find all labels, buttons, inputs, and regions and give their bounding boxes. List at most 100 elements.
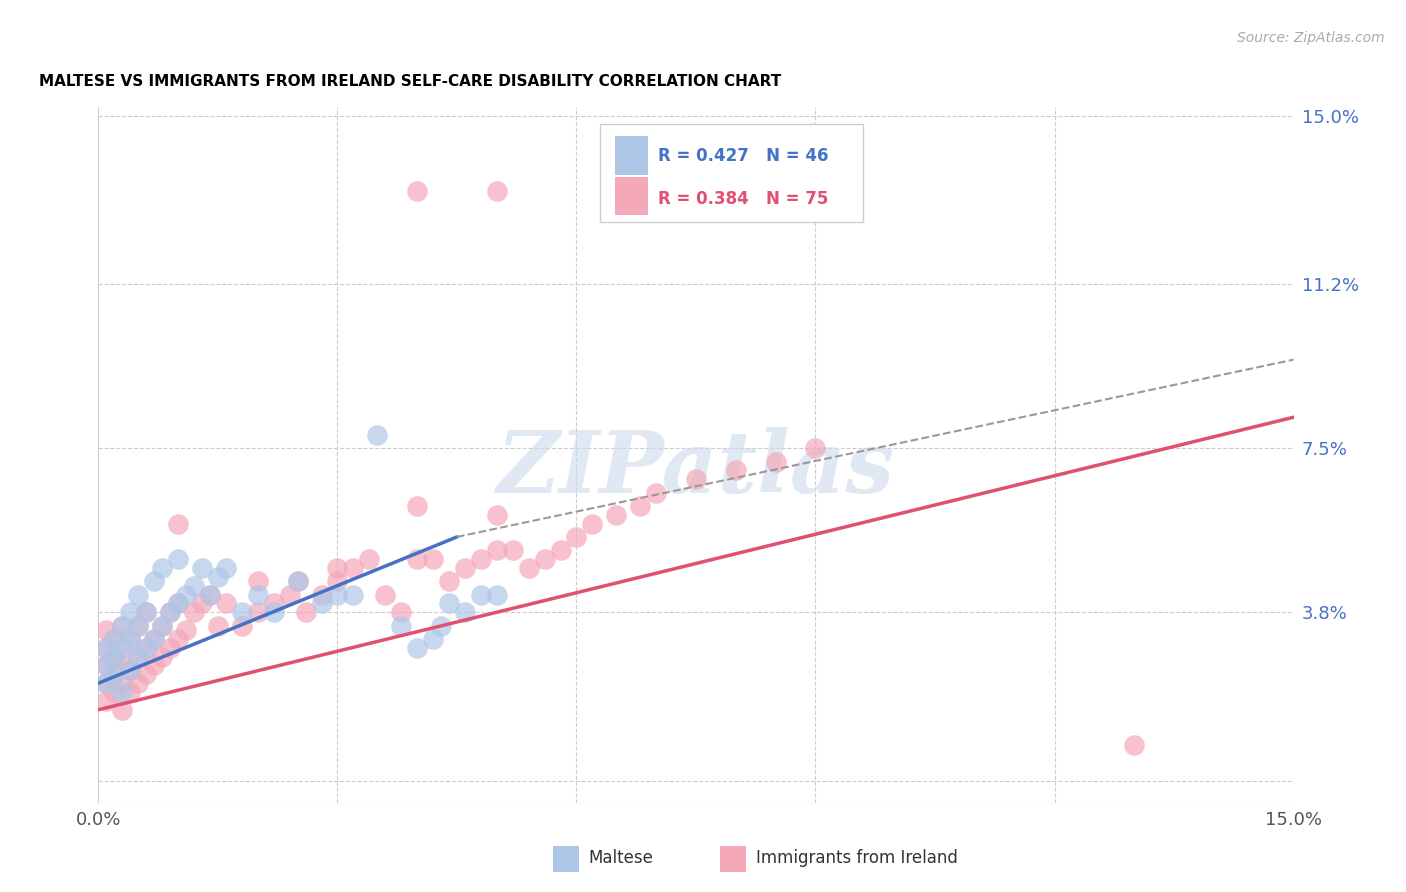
- Point: [111, 640, 134, 655]
- Point: [470, 587, 492, 601]
- Point: [326, 574, 349, 589]
- Point: [120, 632, 142, 646]
- Point: [96, 676, 118, 690]
- Point: [111, 685, 134, 699]
- Point: [406, 640, 429, 655]
- Point: [198, 587, 221, 601]
- Point: [470, 552, 492, 566]
- Point: [143, 574, 166, 589]
- Point: [422, 552, 444, 566]
- Point: [103, 667, 125, 681]
- Point: [406, 552, 429, 566]
- Point: [127, 649, 149, 664]
- Text: Maltese: Maltese: [589, 849, 654, 867]
- FancyBboxPatch shape: [600, 124, 863, 222]
- Point: [263, 605, 285, 619]
- Point: [159, 605, 181, 619]
- Point: [406, 184, 429, 198]
- Point: [191, 596, 214, 610]
- FancyBboxPatch shape: [720, 846, 747, 872]
- Point: [167, 552, 190, 566]
- Point: [215, 561, 238, 575]
- Point: [246, 605, 269, 619]
- Point: [183, 579, 205, 593]
- Point: [191, 561, 214, 575]
- Point: [127, 618, 149, 632]
- Point: [485, 587, 508, 601]
- Point: [143, 658, 166, 673]
- Point: [724, 463, 747, 477]
- Point: [96, 658, 118, 673]
- Point: [454, 561, 477, 575]
- Point: [111, 703, 134, 717]
- Point: [278, 587, 301, 601]
- Point: [96, 676, 118, 690]
- FancyBboxPatch shape: [614, 177, 648, 215]
- Point: [103, 667, 125, 681]
- Point: [167, 516, 190, 531]
- Point: [342, 587, 364, 601]
- Point: [96, 640, 118, 655]
- Point: [127, 618, 149, 632]
- Y-axis label: Self-Care Disability: Self-Care Disability: [0, 383, 7, 527]
- Point: [150, 649, 173, 664]
- Point: [215, 596, 238, 610]
- Point: [485, 543, 508, 558]
- Point: [366, 428, 388, 442]
- Point: [231, 618, 253, 632]
- Point: [111, 618, 134, 632]
- Point: [246, 574, 269, 589]
- Point: [143, 632, 166, 646]
- Point: [167, 632, 190, 646]
- Point: [406, 499, 429, 513]
- Point: [174, 587, 197, 601]
- Point: [804, 442, 827, 456]
- Point: [120, 685, 142, 699]
- Point: [96, 640, 118, 655]
- Point: [135, 640, 157, 655]
- Point: [342, 561, 364, 575]
- Point: [231, 605, 253, 619]
- Point: [246, 587, 269, 601]
- Point: [150, 561, 173, 575]
- Point: [628, 499, 651, 513]
- Point: [159, 605, 181, 619]
- Point: [103, 649, 125, 664]
- Point: [263, 596, 285, 610]
- FancyBboxPatch shape: [553, 846, 579, 872]
- Point: [120, 663, 142, 677]
- Text: Immigrants from Ireland: Immigrants from Ireland: [756, 849, 957, 867]
- FancyBboxPatch shape: [614, 136, 648, 175]
- Point: [127, 676, 149, 690]
- Point: [167, 596, 190, 610]
- Point: [311, 587, 333, 601]
- Point: [120, 605, 142, 619]
- Point: [565, 530, 588, 544]
- Text: Source: ZipAtlas.com: Source: ZipAtlas.com: [1237, 31, 1385, 45]
- Text: MALTESE VS IMMIGRANTS FROM IRELAND SELF-CARE DISABILITY CORRELATION CHART: MALTESE VS IMMIGRANTS FROM IRELAND SELF-…: [39, 74, 780, 89]
- Point: [103, 632, 125, 646]
- Point: [581, 516, 603, 531]
- Point: [111, 618, 134, 632]
- Point: [502, 543, 524, 558]
- Point: [159, 640, 181, 655]
- Point: [422, 632, 444, 646]
- Point: [605, 508, 627, 522]
- Point: [287, 574, 309, 589]
- Point: [198, 587, 221, 601]
- Point: [765, 454, 787, 468]
- Point: [96, 658, 118, 673]
- Point: [430, 618, 453, 632]
- Point: [533, 552, 555, 566]
- Point: [454, 605, 477, 619]
- Point: [135, 605, 157, 619]
- Point: [111, 649, 134, 664]
- Point: [120, 632, 142, 646]
- Text: ZIPatlas: ZIPatlas: [496, 427, 896, 510]
- Point: [645, 485, 668, 500]
- Point: [326, 587, 349, 601]
- Point: [485, 508, 508, 522]
- Point: [103, 685, 125, 699]
- Point: [183, 605, 205, 619]
- Point: [517, 561, 540, 575]
